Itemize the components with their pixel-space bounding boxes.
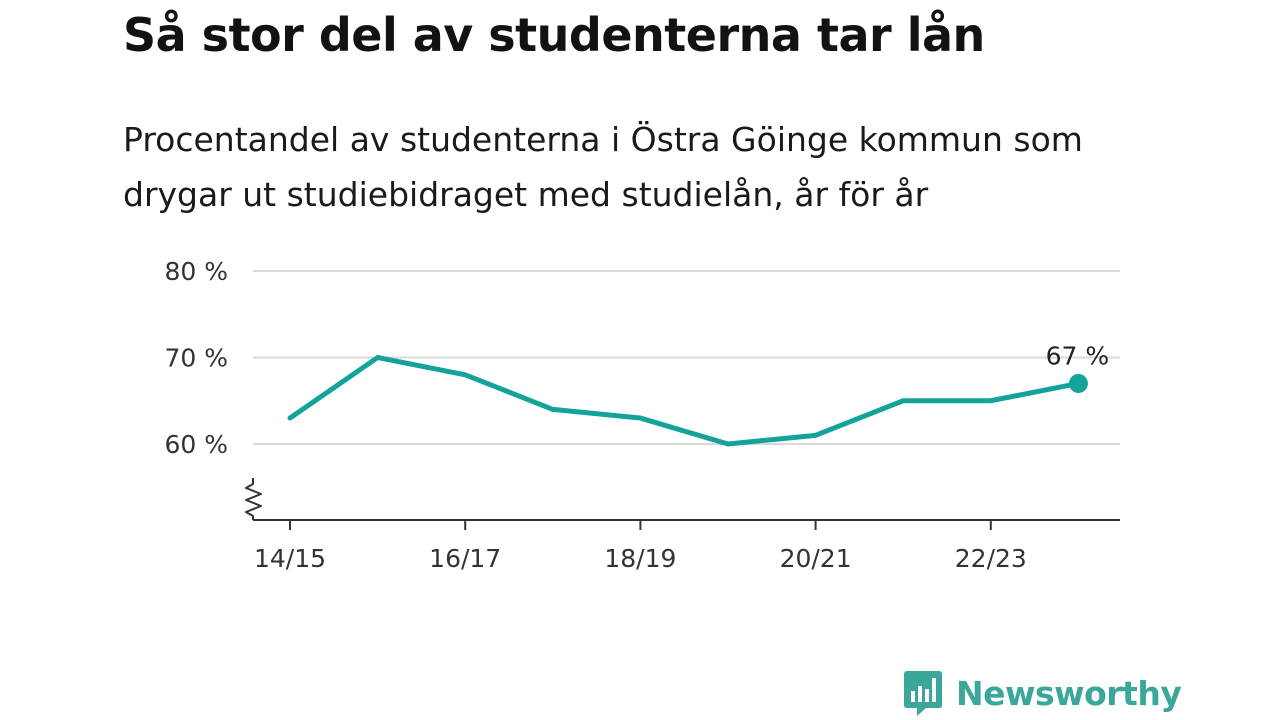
- y-tick-label: 80 %: [164, 257, 228, 286]
- chart-title: Så stor del av studenterna tar lån: [123, 8, 985, 62]
- chart-subtitle: Procentandel av studenterna i Östra Göin…: [123, 120, 1083, 214]
- last-point-label: 67 %: [1046, 341, 1110, 370]
- axis-break-icon: [245, 478, 262, 520]
- x-tick-label: 22/23: [955, 544, 1027, 573]
- newsworthy-logo-icon: [904, 671, 942, 716]
- line-chart: 60 % 70 % 80 % 14/15 16/17 18/19 20/21 22/23 67 …: [164, 257, 1120, 573]
- y-tick-label: 60 %: [164, 430, 228, 459]
- x-tick-label: 16/17: [429, 544, 501, 573]
- last-point-marker: [1068, 373, 1088, 393]
- x-tick-label: 20/21: [780, 544, 852, 573]
- y-tick-label: 70 %: [164, 344, 228, 373]
- series-line: [287, 355, 1081, 447]
- x-tick-label: 14/15: [254, 544, 326, 573]
- brand-logo: Newsworthy: [902, 668, 1182, 718]
- x-tick-label: 18/19: [604, 544, 676, 573]
- brand-name: Newsworthy: [956, 673, 1182, 713]
